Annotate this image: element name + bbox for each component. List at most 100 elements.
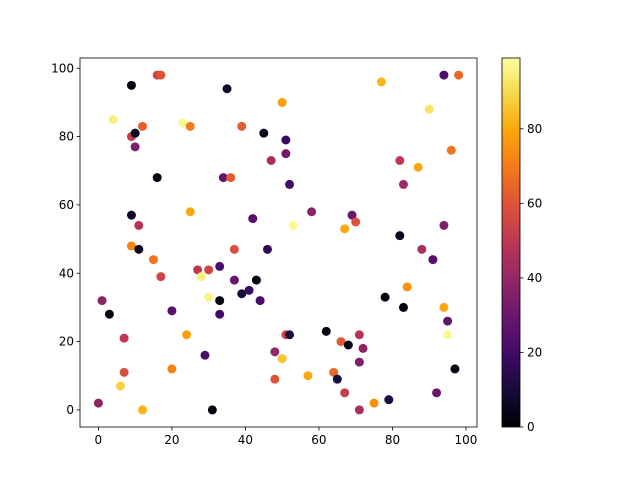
scatter-point bbox=[358, 343, 368, 353]
scatter-point bbox=[450, 364, 460, 374]
scatter-point bbox=[277, 354, 287, 364]
scatter-point bbox=[398, 179, 408, 189]
scatter-point bbox=[126, 80, 136, 90]
scatter-point bbox=[281, 149, 291, 159]
scatter-point bbox=[354, 330, 364, 340]
scatter-point bbox=[354, 405, 364, 415]
scatter-point bbox=[446, 145, 456, 155]
y-tick-label: 20 bbox=[59, 335, 74, 349]
scatter-point bbox=[259, 128, 269, 138]
colorbar-tick-label: 40 bbox=[527, 271, 542, 285]
scatter-point bbox=[428, 255, 438, 265]
scatter-point bbox=[218, 173, 228, 183]
scatter-point bbox=[266, 156, 276, 165]
scatter-point bbox=[204, 265, 214, 275]
scatter-point bbox=[285, 330, 295, 340]
scatter-point bbox=[395, 231, 405, 241]
axes: 0 20 40 60 80 100 0 20 40 60 80 100 bbox=[51, 57, 478, 447]
scatter-point bbox=[413, 162, 423, 172]
x-tick-label: 0 bbox=[95, 433, 103, 447]
scatter-point bbox=[439, 302, 449, 312]
scatter-points bbox=[93, 70, 464, 415]
scatter-point bbox=[270, 347, 280, 357]
scatter-point bbox=[321, 326, 331, 336]
scatter-point bbox=[237, 121, 247, 131]
scatter-point bbox=[251, 275, 261, 285]
scatter-point bbox=[395, 156, 405, 165]
scatter-point bbox=[424, 104, 434, 114]
scatter-point bbox=[222, 84, 232, 94]
scatter-point bbox=[402, 282, 412, 292]
scatter-point bbox=[156, 70, 166, 80]
colorbar-tick-label: 0 bbox=[527, 420, 535, 434]
scatter-point bbox=[277, 97, 287, 107]
x-tick-label: 60 bbox=[311, 433, 326, 447]
scatter-point bbox=[215, 296, 225, 306]
y-tick-label: 80 bbox=[59, 130, 74, 144]
scatter-point bbox=[398, 302, 408, 312]
scatter-point bbox=[185, 121, 195, 131]
colorbar: 0 20 40 60 80 bbox=[501, 57, 542, 434]
y-tick-label: 40 bbox=[59, 266, 74, 280]
scatter-point bbox=[119, 333, 129, 343]
scatter-point bbox=[226, 173, 236, 183]
scatter-point bbox=[336, 337, 346, 347]
scatter-point bbox=[417, 244, 427, 254]
scatter-point bbox=[137, 121, 147, 131]
scatter-point bbox=[215, 309, 225, 319]
x-tick-label: 40 bbox=[238, 433, 253, 447]
scatter-point bbox=[156, 272, 166, 282]
colorbar-tick-label: 20 bbox=[527, 345, 542, 359]
scatter-point bbox=[229, 244, 239, 254]
scatter-point bbox=[196, 272, 206, 282]
scatter-point bbox=[255, 296, 265, 306]
scatter-point bbox=[244, 285, 254, 295]
scatter-point bbox=[351, 217, 361, 227]
scatter-point bbox=[262, 244, 272, 254]
scatter-point bbox=[137, 405, 147, 415]
scatter-point bbox=[134, 220, 144, 230]
scatter-point bbox=[215, 261, 225, 271]
scatter-point bbox=[347, 210, 357, 220]
scatter-point bbox=[454, 70, 464, 80]
scatter-point bbox=[332, 374, 342, 384]
y-tick-label: 0 bbox=[66, 403, 74, 417]
scatter-point bbox=[115, 381, 125, 391]
scatter-point bbox=[97, 296, 107, 306]
scatter-point bbox=[432, 388, 442, 398]
scatter-point bbox=[229, 275, 239, 285]
scatter-point bbox=[248, 214, 258, 224]
scatter-point bbox=[443, 316, 453, 326]
axes-frame bbox=[79, 57, 478, 428]
scatter-point bbox=[93, 398, 103, 408]
scatter-point bbox=[354, 357, 364, 367]
scatter-point bbox=[439, 70, 449, 80]
scatter-point bbox=[307, 207, 317, 217]
scatter-point bbox=[134, 244, 144, 254]
scatter-point bbox=[178, 118, 188, 128]
scatter-point bbox=[343, 340, 353, 350]
scatter-point bbox=[108, 115, 118, 124]
scatter-point bbox=[369, 398, 379, 408]
scatter-point bbox=[167, 306, 177, 316]
x-tick-label: 80 bbox=[385, 433, 400, 447]
colorbar-gradient bbox=[501, 57, 521, 428]
scatter-point bbox=[380, 292, 390, 302]
scatter-point bbox=[182, 330, 192, 340]
scatter-point bbox=[384, 395, 394, 405]
scatter-point bbox=[104, 309, 114, 319]
scatter-point bbox=[439, 220, 449, 230]
x-tick-label: 100 bbox=[455, 433, 478, 447]
scatter-point bbox=[193, 265, 203, 275]
scatter-point bbox=[376, 77, 386, 87]
scatter-point bbox=[443, 330, 453, 340]
scatter-point bbox=[130, 142, 140, 152]
scatter-point bbox=[126, 210, 136, 220]
scatter-point bbox=[167, 364, 177, 374]
scatter-point bbox=[119, 367, 129, 377]
y-tick-label: 60 bbox=[59, 198, 74, 212]
scatter-point bbox=[285, 179, 295, 189]
scatter-point bbox=[340, 388, 350, 398]
colorbar-tick-label: 80 bbox=[527, 122, 542, 136]
scatter-point bbox=[288, 220, 298, 230]
